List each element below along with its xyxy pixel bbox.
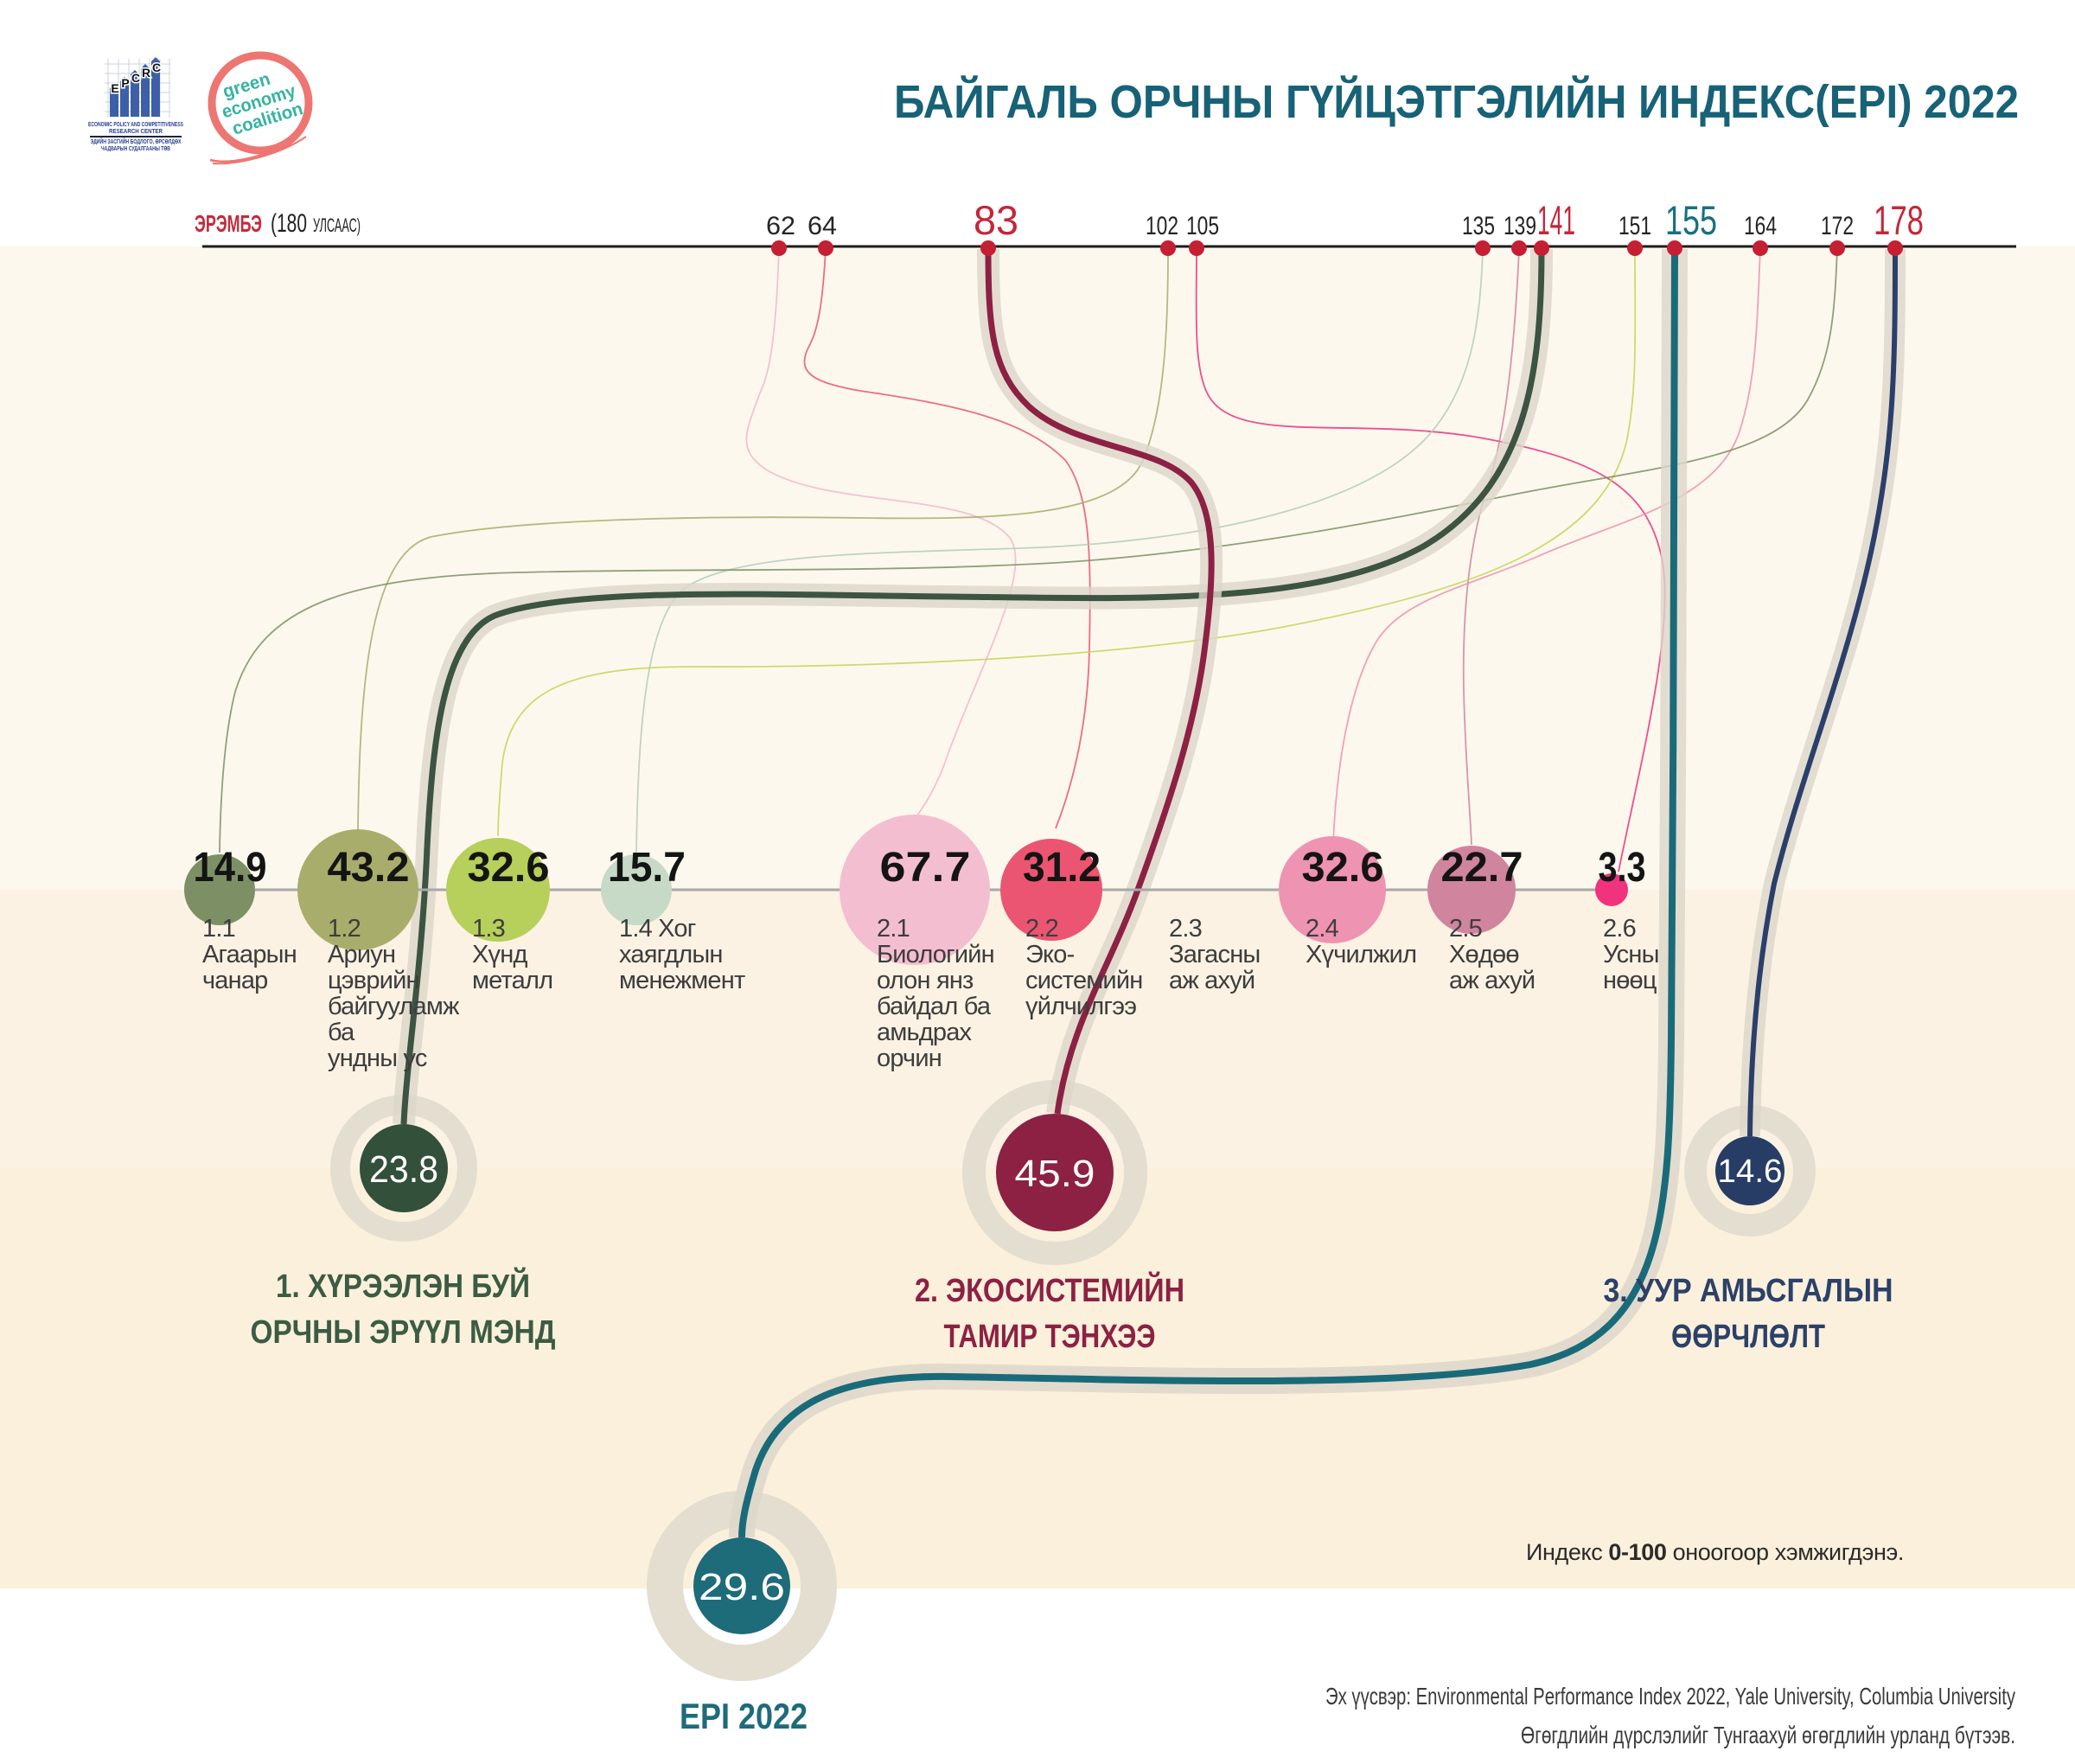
svg-text:RESEARCH CENTER: RESEARCH CENTER [109,129,163,135]
svg-text:Хүчилжил: Хүчилжил [1306,941,1416,968]
svg-text:ECONOMIC POLICY AND COMPETITIV: ECONOMIC POLICY AND COMPETITIVENESS [88,122,183,128]
svg-text:(180: (180 [271,209,307,238]
svg-text:C: C [152,61,161,74]
svg-text:2.1: 2.1 [877,915,910,943]
svg-text:УЛСААС): УЛСААС) [313,214,361,236]
svg-text:3.3: 3.3 [1599,845,1646,891]
svg-text:P: P [121,76,129,90]
svg-text:32.6: 32.6 [468,845,550,891]
svg-text:1.1: 1.1 [202,915,235,943]
svg-text:172: 172 [1821,212,1854,240]
svg-text:Усны: Усны [1603,941,1659,968]
svg-text:Загасны: Загасны [1169,941,1260,968]
svg-text:2.4: 2.4 [1306,915,1339,943]
svg-text:45.9: 45.9 [1015,1153,1095,1195]
svg-text:2.2: 2.2 [1025,915,1058,943]
svg-text:Хөдөө: Хөдөө [1449,941,1519,968]
svg-text:67.7: 67.7 [880,845,971,891]
svg-text:29.6: 29.6 [699,1566,785,1608]
svg-text:155: 155 [1665,197,1717,243]
svg-text:ТАМИР ТЭНХЭЭ: ТАМИР ТЭНХЭЭ [944,1319,1156,1355]
svg-text:64: 64 [808,212,837,240]
svg-text:2.3: 2.3 [1169,915,1202,943]
svg-text:3. УУР АМЬСГАЛЫН: 3. УУР АМЬСГАЛЫН [1604,1273,1893,1309]
svg-text:орчин: орчин [877,1045,942,1072]
svg-text:БАЙГАЛЬ ОРЧНЫ ГҮЙЦЭТГЭЛИЙН ИНД: БАЙГАЛЬ ОРЧНЫ ГҮЙЦЭТГЭЛИЙН ИНДЕКС(EPI) 2… [894,75,2019,128]
svg-text:Эко-: Эко- [1025,941,1075,968]
svg-text:ЧАДВАРЫН СУДАЛГААНЫ ТӨВ: ЧАДВАРЫН СУДАЛГААНЫ ТӨВ [101,146,170,152]
svg-text:C: C [131,71,140,85]
svg-text:үйлчилгээ: үйлчилгээ [1025,993,1136,1020]
svg-text:139: 139 [1504,212,1536,240]
svg-text:Өгөгдлийн дүрслэлийг Тунгаахуй: Өгөгдлийн дүрслэлийг Тунгаахуй өгөгдлийн… [1521,1722,2015,1748]
svg-text:Эх үүсвэр: Environmental Perfo: Эх үүсвэр: Environmental Performance Ind… [1325,1683,2015,1710]
svg-text:15.7: 15.7 [608,845,686,891]
svg-text:байдал ба: байдал ба [877,993,992,1020]
svg-text:менежмент: менежмент [619,967,745,994]
svg-text:14.6: 14.6 [1718,1154,1783,1190]
svg-text:цэврийн: цэврийн [328,967,419,994]
svg-text:102: 102 [1146,212,1178,240]
svg-text:135: 135 [1462,212,1495,240]
svg-text:хаягдлын: хаягдлын [619,941,723,968]
svg-text:32.6: 32.6 [1302,845,1384,891]
svg-text:нөөц: нөөц [1603,967,1657,994]
svg-text:ундны ус: ундны ус [328,1045,427,1072]
svg-text:164: 164 [1744,212,1777,240]
svg-text:2.5: 2.5 [1449,915,1482,943]
svg-text:металл: металл [472,967,552,994]
svg-text:E: E [111,81,118,95]
svg-text:Агаарын: Агаарын [202,941,297,968]
svg-text:31.2: 31.2 [1023,845,1101,891]
svg-text:аж ахуй: аж ахуй [1449,967,1535,994]
svg-text:системийн: системийн [1025,967,1142,994]
svg-text:62: 62 [766,212,795,240]
svg-text:83: 83 [974,197,1018,243]
svg-text:аж ахуй: аж ахуй [1169,967,1255,994]
svg-text:R: R [142,66,150,80]
svg-text:1.2: 1.2 [328,915,361,943]
svg-text:2. ЭКОСИСТЕМИЙН: 2. ЭКОСИСТЕМИЙН [915,1270,1184,1309]
svg-text:23.8: 23.8 [369,1148,438,1191]
svg-text:2.6: 2.6 [1603,915,1636,943]
svg-text:EPI 2022: EPI 2022 [680,1696,808,1736]
svg-text:ЭРЭМБЭ: ЭРЭМБЭ [195,210,262,237]
svg-text:ОРЧНЫ ЭРҮҮЛ МЭНД: ОРЧНЫ ЭРҮҮЛ МЭНД [251,1314,556,1351]
svg-text:амьдрах: амьдрах [877,1019,973,1046]
svg-text:151: 151 [1618,212,1651,240]
svg-text:ӨӨРЧЛӨЛТ: ӨӨРЧЛӨЛТ [1671,1319,1825,1355]
svg-text:Ариун: Ариун [328,941,395,968]
svg-text:43.2: 43.2 [328,845,410,891]
svg-text:22.7: 22.7 [1441,845,1523,891]
svg-text:Биологийн: Биологийн [877,941,994,968]
svg-text:байгууламж: байгууламж [328,993,460,1020]
svg-text:105: 105 [1186,212,1219,240]
svg-text:1.3: 1.3 [472,915,505,943]
svg-text:141: 141 [1537,197,1575,243]
svg-text:178: 178 [1874,197,1924,243]
svg-text:ба: ба [328,1019,355,1046]
svg-text:олон янз: олон янз [877,967,974,994]
svg-text:Хүнд: Хүнд [472,941,527,968]
svg-text:1. ХҮРЭЭЛЭН БУЙ: 1. ХҮРЭЭЛЭН БУЙ [276,1266,530,1305]
svg-text:14.9: 14.9 [194,845,267,891]
svg-text:чанар: чанар [202,967,268,994]
svg-text:1.4 Хог: 1.4 Хог [619,915,696,943]
svg-text:ЭДИЙН ЗАСГИЙН БОДЛОГО, ӨРСӨЛДӨ: ЭДИЙН ЗАСГИЙН БОДЛОГО, ӨРСӨЛДӨХ [91,137,182,145]
svg-text:Индекс 0-100 оноогоор хэмжигдэ: Индекс 0-100 оноогоор хэмжигдэнэ. [1526,1539,1904,1565]
